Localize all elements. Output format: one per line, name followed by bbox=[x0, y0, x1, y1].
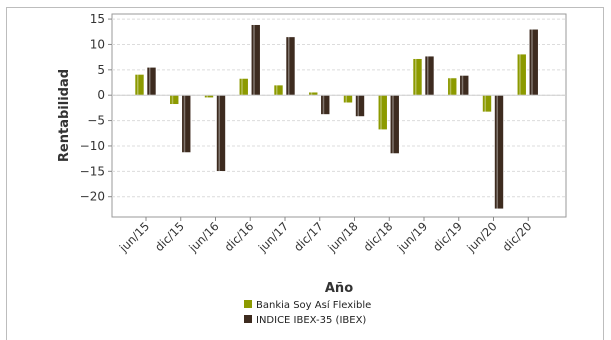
bar bbox=[146, 66, 157, 96]
y-tick-label: 10 bbox=[90, 37, 105, 51]
x-tick-label: jun/15 bbox=[116, 219, 152, 255]
bar bbox=[273, 84, 284, 96]
y-tick-label: −20 bbox=[80, 190, 105, 204]
x-tick-label: dic/19 bbox=[430, 219, 465, 254]
x-tick-label: dic/17 bbox=[291, 219, 326, 254]
bar-highlight bbox=[461, 75, 464, 96]
x-tick-label: jun/17 bbox=[255, 219, 291, 255]
x-axis-title: Año bbox=[325, 281, 353, 296]
bar bbox=[447, 77, 458, 96]
y-tick-label: −15 bbox=[80, 164, 105, 178]
bar bbox=[459, 75, 470, 96]
bar bbox=[181, 94, 192, 153]
bar-highlight bbox=[206, 95, 208, 98]
bar-highlight bbox=[137, 74, 139, 96]
bar bbox=[250, 24, 261, 96]
bar-highlight bbox=[484, 95, 486, 112]
bar bbox=[134, 74, 145, 96]
bar bbox=[355, 94, 365, 117]
x-tick-label: jun/16 bbox=[185, 219, 221, 255]
bar-highlight bbox=[149, 67, 151, 96]
bar-highlight bbox=[531, 29, 533, 96]
x-tick-label: dic/16 bbox=[221, 219, 256, 254]
bar-highlight bbox=[218, 95, 220, 172]
bar bbox=[216, 94, 226, 172]
bar-highlight bbox=[519, 54, 521, 96]
bar-highlight bbox=[253, 24, 255, 96]
bar bbox=[389, 94, 400, 154]
bar bbox=[494, 94, 504, 210]
x-tick-label: dic/15 bbox=[152, 219, 187, 254]
bar bbox=[285, 36, 296, 96]
y-tick-label: 0 bbox=[97, 88, 105, 102]
legend-label: Bankia Soy Así Flexible bbox=[256, 299, 371, 311]
y-axis-title: Rentabilidad bbox=[57, 69, 72, 162]
bar-highlight bbox=[357, 95, 359, 117]
bar-highlight bbox=[276, 85, 278, 96]
bar bbox=[412, 58, 423, 96]
bar-highlight bbox=[322, 95, 325, 115]
x-tick-label: jun/18 bbox=[324, 219, 360, 255]
bar bbox=[424, 55, 435, 96]
bar-highlight bbox=[415, 58, 417, 96]
x-tick-label: dic/20 bbox=[499, 219, 534, 254]
y-tick-label: −5 bbox=[87, 114, 105, 128]
x-tick-label: dic/18 bbox=[360, 219, 395, 254]
y-tick-label: −10 bbox=[80, 139, 105, 153]
bar-highlight bbox=[241, 78, 243, 96]
bar-highlight bbox=[427, 56, 429, 96]
bar-highlight bbox=[496, 95, 498, 209]
bar bbox=[320, 94, 331, 115]
bar bbox=[528, 28, 539, 96]
bar bbox=[516, 53, 527, 96]
x-tick-label: jun/20 bbox=[463, 219, 499, 255]
legend-swatch bbox=[244, 315, 252, 323]
legend-label: INDICE IBEX-35 (IBEX) bbox=[256, 315, 366, 326]
x-tick-label: jun/19 bbox=[394, 219, 430, 255]
bar-highlight bbox=[310, 92, 313, 96]
bar-highlight bbox=[288, 36, 290, 96]
legend-swatch bbox=[244, 300, 252, 308]
bar-highlight bbox=[345, 95, 347, 103]
bar bbox=[343, 94, 353, 104]
bar-highlight bbox=[449, 77, 452, 96]
bar-highlight bbox=[171, 95, 174, 105]
bar-highlight bbox=[392, 95, 394, 154]
bar-highlight bbox=[183, 95, 186, 153]
bar bbox=[482, 94, 492, 113]
bar-highlight bbox=[380, 95, 382, 130]
y-tick-label: 5 bbox=[97, 63, 105, 77]
bar bbox=[169, 94, 180, 105]
bar bbox=[377, 94, 388, 131]
y-tick-label: 15 bbox=[90, 12, 105, 26]
bar bbox=[238, 78, 249, 96]
